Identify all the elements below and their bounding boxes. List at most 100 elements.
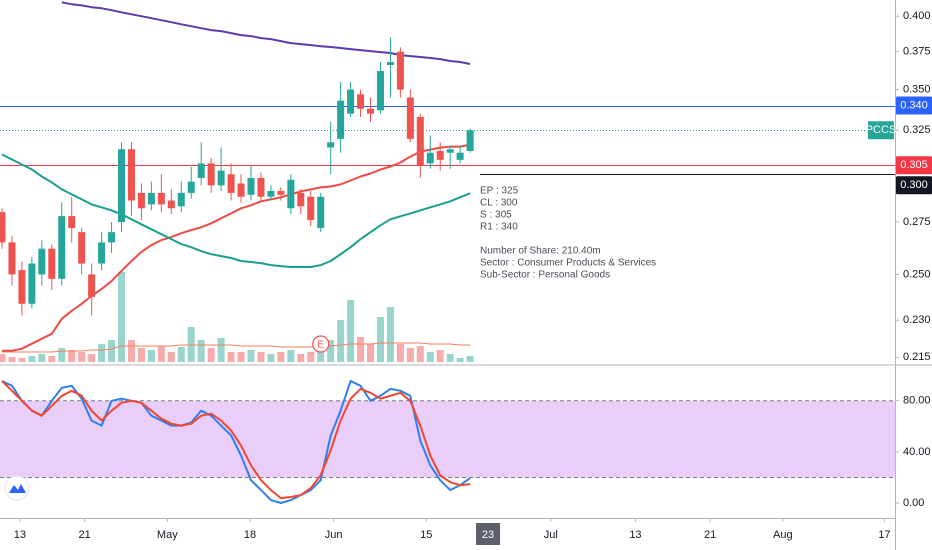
volume-bar [386,307,394,362]
x-tick-label: Aug [773,529,793,541]
candle-body [167,200,175,209]
candle-body [207,163,215,186]
note: EP : 325 [480,186,519,197]
volume-bar [307,352,315,362]
note: R1 : 340 [480,222,518,233]
candle-body [58,216,66,279]
candle-body [88,274,96,297]
x-tick-label: 13 [14,529,26,541]
y-tick-label: 0.275 [903,216,931,228]
moving-average [2,143,471,352]
level-tag-bg [896,96,932,115]
volume-bar [8,357,16,362]
y-tick-label: 0.215 [903,351,931,363]
volume-bar [376,317,384,362]
x-tick-label: 21 [704,529,716,541]
volume-bar [78,352,86,362]
volume-bar [406,348,414,362]
y-tick-label: 0.325 [903,124,931,136]
volume-bar [227,352,235,362]
note: S : 305 [480,210,512,221]
candle-body [197,163,205,178]
candle-body [18,270,26,304]
logo-circle [4,475,30,501]
volume-ma [2,342,471,353]
x-tick-label: Jun [325,529,343,541]
volume-bar [108,340,116,362]
crosshair-tag: 0.300 [900,179,928,191]
volume-bar [137,348,145,362]
volume-bar [396,344,404,362]
crosshair-tag-bg [896,176,932,195]
candle-body [317,196,325,229]
candle-body [406,97,414,139]
volume-bar [257,352,265,362]
volume-bar [317,348,325,362]
logo [4,475,30,501]
candle-body [8,242,16,275]
candle-body [287,179,295,209]
candle-body [38,248,46,275]
stochastic-line [1,380,471,500]
level-tag-bg [896,156,932,175]
x-tick-label: 15 [420,529,432,541]
volume-bar [197,340,205,362]
earnings-label: E [317,340,324,351]
volume-bar [446,354,454,362]
volume-bar [147,350,155,362]
volume-bar [98,344,106,362]
volume-bar [167,352,175,362]
volume-bar [118,272,126,362]
candle-body [376,71,384,111]
note: Number of Share: 210.40m [480,246,601,257]
x-tick-label: 17 [878,529,890,541]
candle-body [137,192,145,209]
candle-body [247,177,255,195]
candle-body [217,170,225,186]
volume-bar [337,320,345,362]
volume-bar [466,356,474,362]
candle-body [48,248,56,279]
y-tick-label: 0.250 [903,268,931,280]
volume-bar [267,354,275,362]
candle-body [466,130,474,151]
note: Sector : Consumer Products & Services [480,258,656,269]
candle-body [446,149,454,153]
candle-body [257,177,265,197]
candle-body [118,149,126,223]
level-tag: 0.340 [900,99,928,111]
y-tick-label: 0.00 [903,497,924,509]
candle-body [367,108,375,114]
candle-body [187,181,195,193]
x-tick-label: 13 [629,529,641,541]
volume-bar [58,348,66,362]
candle-body [28,263,36,304]
earnings-marker [312,335,330,353]
volume-bar [247,350,255,362]
moving-average [1,153,471,268]
crosshair-date-bg [476,523,501,545]
candle-body [277,191,285,195]
volume-bar [127,340,135,362]
candle-body [307,196,315,221]
x-tick-label: 21 [79,529,91,541]
candle-body [227,174,235,193]
volume-bar [0,354,6,362]
candle-body [347,89,355,114]
candle-body [297,192,305,207]
candle-body [127,149,135,201]
candle-body [396,51,404,90]
candle-body [98,242,106,264]
volume-bar [277,352,285,362]
candle-body [157,192,165,205]
candle-body [436,150,444,160]
x-tick-label: Jul [544,529,558,541]
volume-bar [426,352,434,362]
volume-bar [217,338,225,362]
x-tick-label: May [157,529,178,541]
volume-bar [367,344,375,362]
y-tick-label: 40.00 [903,446,931,458]
